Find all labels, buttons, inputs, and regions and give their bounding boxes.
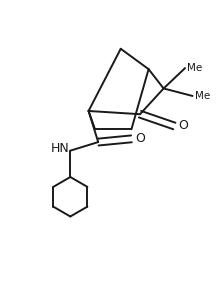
Text: HN: HN [51, 142, 69, 155]
Text: O: O [178, 120, 188, 133]
Text: Me: Me [187, 63, 202, 73]
Text: O: O [135, 132, 145, 145]
Text: Me: Me [195, 91, 210, 101]
